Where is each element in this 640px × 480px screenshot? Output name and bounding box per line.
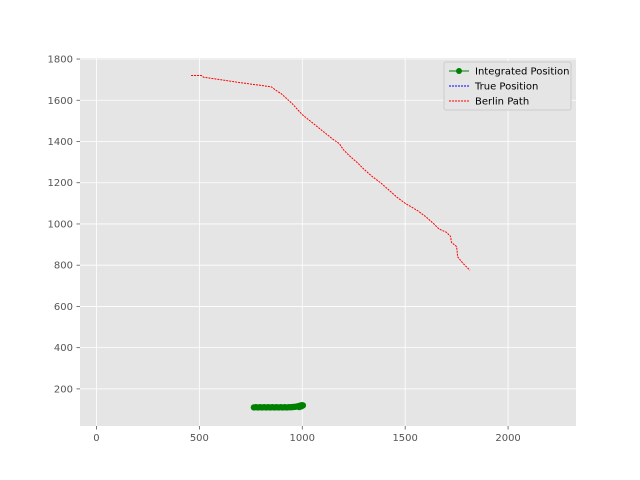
x-tick-label: 1000 [290, 433, 315, 444]
legend-label-integrated-position: Integrated Position [475, 67, 569, 78]
legend: Integrated Position True Position Berlin… [443, 61, 572, 111]
x-tick-label: 1500 [392, 433, 417, 444]
series-layer [191, 75, 471, 411]
axis-ticks: 0 500 1000 1500 2000 200 400 600 800 1000 1200 1400… [48, 55, 521, 444]
y-tick-label: 1400 [48, 137, 73, 148]
legend-label-true-position: True Position [474, 82, 538, 93]
y-tick-label: 200 [54, 384, 73, 395]
y-tick-label: 600 [54, 302, 73, 313]
y-tick-label: 1600 [48, 96, 73, 107]
x-tick-label: 2000 [495, 433, 520, 444]
x-tick-label: 0 [93, 433, 99, 444]
x-tick-label: 500 [190, 433, 209, 444]
y-tick-label: 800 [54, 261, 73, 272]
legend-box [443, 61, 572, 111]
y-tick-label: 1800 [48, 55, 73, 66]
y-tick-label: 1000 [48, 219, 73, 230]
plot-area [80, 58, 576, 426]
legend-marker-integrated-position [456, 68, 462, 74]
data-point-integrated-position [296, 403, 303, 411]
grid-lines [80, 58, 576, 426]
y-tick-label: 400 [54, 343, 73, 354]
legend-label-berlin-path: Berlin Path [475, 97, 529, 108]
y-tick-label: 1200 [48, 178, 73, 189]
series-line-berlin-path [191, 75, 471, 271]
